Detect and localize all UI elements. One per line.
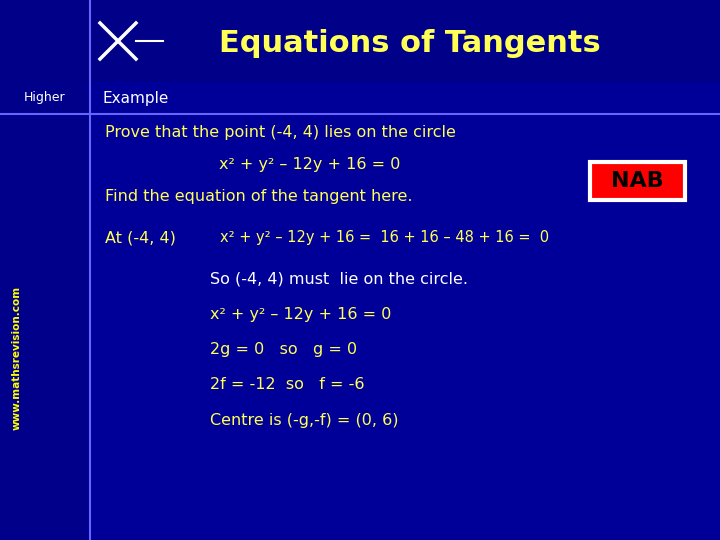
Bar <box>0 82 90 540</box>
Text: 2f = -12  so   f = -6: 2f = -12 so f = -6 <box>210 377 364 392</box>
Text: 2g = 0   so   g = 0: 2g = 0 so g = 0 <box>210 342 357 357</box>
Text: Example: Example <box>102 91 168 105</box>
Text: So (-4, 4) must  lie on the circle.: So (-4, 4) must lie on the circle. <box>210 272 468 287</box>
Text: Higher: Higher <box>24 91 66 105</box>
Text: x² + y² – 12y + 16 = 0: x² + y² – 12y + 16 = 0 <box>220 157 401 172</box>
Text: Centre is (-g,-f) = (0, 6): Centre is (-g,-f) = (0, 6) <box>210 413 398 428</box>
Text: NAB: NAB <box>611 171 664 191</box>
Text: Equations of Tangents: Equations of Tangents <box>219 30 601 58</box>
Bar <box>590 162 685 200</box>
Text: Prove that the point (-4, 4) lies on the circle: Prove that the point (-4, 4) lies on the… <box>105 125 456 139</box>
Bar <box>0 0 720 82</box>
Text: www.mathsrevision.com: www.mathsrevision.com <box>12 286 22 430</box>
Text: x² + y² – 12y + 16 = 0: x² + y² – 12y + 16 = 0 <box>210 307 392 322</box>
Text: Find the equation of the tangent here.: Find the equation of the tangent here. <box>105 188 413 204</box>
Text: x² + y² – 12y + 16 =  16 + 16 – 48 + 16 =  0: x² + y² – 12y + 16 = 16 + 16 – 48 + 16 =… <box>220 230 549 245</box>
Text: At (-4, 4): At (-4, 4) <box>105 230 176 245</box>
